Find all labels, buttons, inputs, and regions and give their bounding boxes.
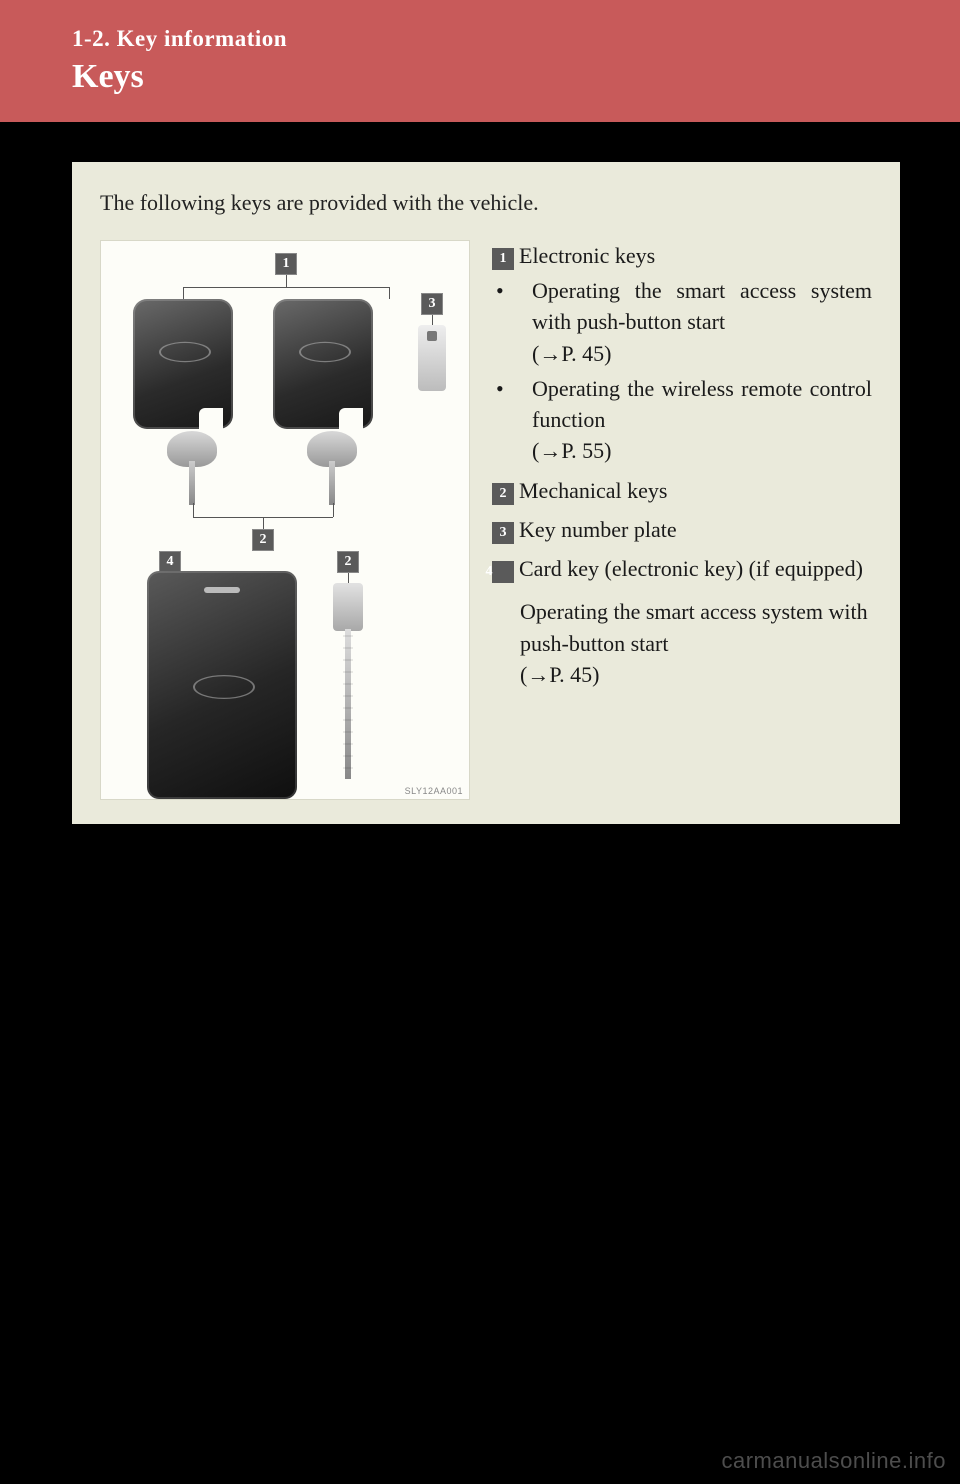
desc-text: Operating the smart access system with p… bbox=[520, 599, 868, 655]
marker-4: 4 bbox=[492, 561, 514, 583]
mechanical-key bbox=[307, 431, 357, 501]
callout-line bbox=[286, 275, 287, 287]
page-ref: (→P. 45) bbox=[520, 662, 599, 687]
legend-label: Mechanical keys bbox=[519, 478, 667, 503]
card-key bbox=[147, 571, 297, 799]
section-number: 1-2. Key information bbox=[72, 26, 900, 52]
two-column-layout: 1 2 3 4 bbox=[100, 240, 872, 800]
legend-subitem: •Operating the smart access system with … bbox=[492, 275, 872, 369]
callout-line bbox=[183, 287, 184, 299]
callout-line bbox=[348, 573, 349, 583]
legend-item-4-desc: Operating the smart access system with p… bbox=[492, 596, 872, 690]
mechanical-key-blade bbox=[333, 583, 363, 631]
legend-item-3: 3Key number plate bbox=[492, 514, 872, 545]
sub-text: Operating the wireless remote control fu… bbox=[532, 376, 872, 432]
bullet-icon: • bbox=[514, 373, 532, 404]
legend-subitem: •Operating the wireless remote control f… bbox=[492, 373, 872, 467]
callout-2: 2 bbox=[252, 529, 274, 551]
legend-column: 1Electronic keys •Operating the smart ac… bbox=[492, 240, 872, 800]
mechanical-key bbox=[167, 431, 217, 501]
marker-1: 1 bbox=[492, 248, 514, 270]
callout-3: 3 bbox=[421, 293, 443, 315]
intro-text: The following keys are provided with the… bbox=[100, 190, 872, 216]
callout-line bbox=[432, 315, 433, 325]
legend-label: Electronic keys bbox=[519, 243, 655, 268]
header-band: 1-2. Key information Keys bbox=[0, 0, 960, 122]
callout-4: 4 bbox=[159, 551, 181, 573]
page-ref: (→P. 55) bbox=[532, 438, 611, 463]
callout-1: 1 bbox=[275, 253, 297, 275]
keys-figure: 1 2 3 4 bbox=[100, 240, 470, 800]
page-title: Keys bbox=[72, 58, 900, 96]
callout-line bbox=[193, 503, 194, 517]
legend-label: Card key (electronic key) (if equipped) bbox=[519, 556, 863, 581]
legend-label: Key number plate bbox=[519, 517, 677, 542]
legend-item-4: 4Card key (electronic key) (if equipped) bbox=[492, 553, 872, 584]
callout-line bbox=[183, 287, 389, 288]
callout-line bbox=[389, 287, 390, 299]
callout-2b: 2 bbox=[337, 551, 359, 573]
marker-2: 2 bbox=[492, 483, 514, 505]
image-code: SLY12AA001 bbox=[405, 786, 463, 796]
content-panel: The following keys are provided with the… bbox=[72, 162, 900, 824]
page-ref: (→P. 45) bbox=[532, 341, 611, 366]
electronic-key-fob bbox=[133, 299, 233, 429]
callout-line bbox=[263, 517, 264, 529]
legend-item-1: 1Electronic keys •Operating the smart ac… bbox=[492, 240, 872, 467]
bullet-icon: • bbox=[514, 275, 532, 306]
watermark: carmanualsonline.info bbox=[721, 1448, 946, 1474]
marker-3: 3 bbox=[492, 522, 514, 544]
electronic-key-fob bbox=[273, 299, 373, 429]
legend-item-2: 2Mechanical keys bbox=[492, 475, 872, 506]
callout-line bbox=[333, 503, 334, 517]
key-number-plate bbox=[418, 325, 446, 391]
sub-text: Operating the smart access system with p… bbox=[532, 278, 872, 334]
